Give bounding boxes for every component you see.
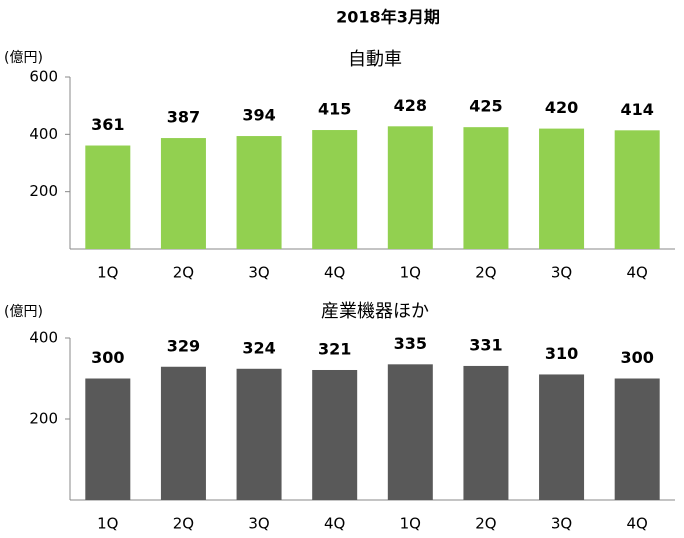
x-tick-label: 1Q <box>97 515 118 533</box>
value-label: 428 <box>394 96 427 115</box>
value-label: 300 <box>620 348 653 367</box>
value-label: 361 <box>91 115 124 134</box>
y-tick-label: 400 <box>29 125 58 143</box>
value-label: 425 <box>469 97 502 116</box>
bar <box>236 136 282 249</box>
value-label: 331 <box>469 335 502 354</box>
x-tick-label: 3Q <box>551 264 572 282</box>
x-tick-label: 2Q <box>475 264 496 282</box>
bar <box>387 126 433 249</box>
value-label: 387 <box>167 108 200 127</box>
x-tick-label: 3Q <box>248 515 269 533</box>
x-tick-label: 4Q <box>324 264 345 282</box>
bar <box>539 374 585 500</box>
bar <box>312 130 358 249</box>
bar <box>236 368 282 500</box>
value-label: 310 <box>545 344 578 363</box>
x-tick-label: 4Q <box>627 264 648 282</box>
bar <box>463 365 509 500</box>
y-tick-label: 200 <box>29 182 58 200</box>
bar <box>160 138 206 249</box>
value-label: 324 <box>242 338 275 357</box>
y-tick-label: 600 <box>29 68 58 86</box>
y-axis-label: (億円) <box>4 304 43 320</box>
value-label: 300 <box>91 348 124 367</box>
value-label: 335 <box>394 334 427 353</box>
bar <box>463 127 509 249</box>
value-label: 394 <box>242 106 275 125</box>
chart-title: 2018年3月期 <box>336 8 440 27</box>
bar <box>85 378 131 500</box>
chart-subtitle: 産業機器ほか <box>321 301 429 322</box>
bar <box>387 364 433 500</box>
x-tick-label: 3Q <box>551 515 572 533</box>
value-label: 329 <box>167 336 200 355</box>
x-tick-label: 4Q <box>627 515 648 533</box>
bar <box>312 369 358 500</box>
x-tick-label: 1Q <box>400 515 421 533</box>
x-tick-label: 2Q <box>173 515 194 533</box>
bar <box>160 366 206 500</box>
bar <box>85 145 131 249</box>
y-tick-label: 400 <box>29 329 58 347</box>
bar <box>539 128 585 249</box>
value-label: 415 <box>318 100 351 119</box>
x-tick-label: 2Q <box>173 264 194 282</box>
value-label: 420 <box>545 98 578 117</box>
x-tick-label: 2Q <box>475 515 496 533</box>
bar <box>614 130 660 249</box>
x-tick-label: 1Q <box>400 264 421 282</box>
y-tick-label: 200 <box>29 410 58 428</box>
value-label: 321 <box>318 339 351 358</box>
chart-subtitle: 自動車 <box>348 49 402 70</box>
x-tick-label: 3Q <box>248 264 269 282</box>
value-label: 414 <box>620 100 653 119</box>
x-tick-label: 4Q <box>324 515 345 533</box>
y-axis-label: (億円) <box>4 50 43 66</box>
x-tick-label: 1Q <box>97 264 118 282</box>
bar <box>614 378 660 500</box>
